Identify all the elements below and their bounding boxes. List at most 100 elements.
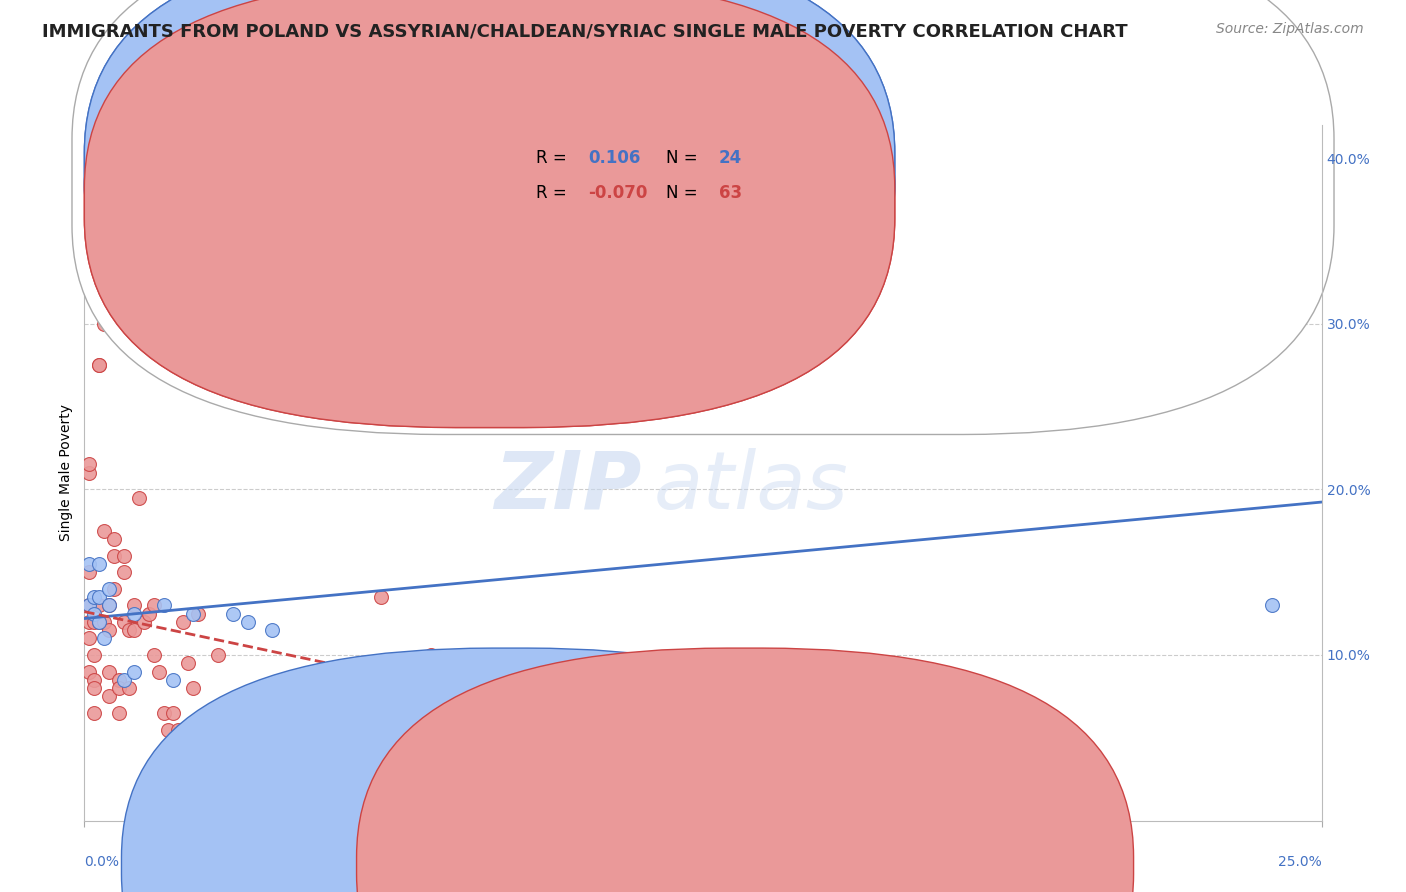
Point <box>83 607 105 621</box>
Point <box>157 723 180 737</box>
Point <box>177 657 200 671</box>
Point <box>83 673 105 687</box>
Text: R =: R = <box>536 184 572 202</box>
Point <box>79 599 101 613</box>
Point <box>181 607 204 621</box>
Point <box>112 673 135 687</box>
Point <box>122 623 145 637</box>
Point <box>89 590 111 604</box>
Point <box>1063 764 1085 778</box>
Point <box>89 358 111 372</box>
Point <box>79 565 101 579</box>
Text: R =: R = <box>536 149 572 168</box>
Point <box>222 756 245 770</box>
FancyBboxPatch shape <box>121 648 898 892</box>
Point <box>152 599 174 613</box>
Point <box>79 458 101 472</box>
Point <box>717 731 740 745</box>
Text: 25.0%: 25.0% <box>1278 855 1322 870</box>
Point <box>93 615 115 629</box>
Point <box>89 615 111 629</box>
Text: ZIP: ZIP <box>494 448 641 525</box>
Point <box>112 549 135 563</box>
Point <box>494 665 516 679</box>
Point <box>271 673 294 687</box>
FancyBboxPatch shape <box>84 0 894 392</box>
Point <box>89 615 111 629</box>
Text: Source: ZipAtlas.com: Source: ZipAtlas.com <box>1216 22 1364 37</box>
Point <box>207 648 229 662</box>
Point <box>222 607 245 621</box>
Point <box>152 706 174 720</box>
FancyBboxPatch shape <box>357 648 1133 892</box>
Point <box>98 599 121 613</box>
Y-axis label: Single Male Poverty: Single Male Poverty <box>59 404 73 541</box>
Point <box>122 599 145 613</box>
Point <box>890 386 912 401</box>
Point <box>271 747 294 762</box>
Point <box>89 557 111 571</box>
FancyBboxPatch shape <box>72 0 1334 434</box>
Text: -0.070: -0.070 <box>588 184 647 202</box>
Point <box>172 615 194 629</box>
Text: 0.0%: 0.0% <box>84 855 120 870</box>
Point <box>98 665 121 679</box>
FancyBboxPatch shape <box>84 0 894 427</box>
Point <box>122 665 145 679</box>
Text: N =: N = <box>666 149 703 168</box>
Point <box>132 615 155 629</box>
Point <box>79 665 101 679</box>
Point <box>103 532 125 546</box>
Point <box>103 549 125 563</box>
Text: 24: 24 <box>718 149 742 168</box>
Point <box>93 524 115 538</box>
Point <box>167 723 190 737</box>
Point <box>128 491 150 505</box>
Point <box>108 673 131 687</box>
Text: atlas: atlas <box>654 448 848 525</box>
Point <box>841 747 863 762</box>
Point <box>1261 599 1284 613</box>
Point <box>89 599 111 613</box>
Text: IMMIGRANTS FROM POLAND VS ASSYRIAN/CHALDEAN/SYRIAC SINGLE MALE POVERTY CORRELATI: IMMIGRANTS FROM POLAND VS ASSYRIAN/CHALD… <box>42 22 1128 40</box>
Text: Immigrants from Poland: Immigrants from Poland <box>536 858 720 872</box>
Point <box>79 557 101 571</box>
Point <box>246 747 269 762</box>
Point <box>83 590 105 604</box>
Point <box>108 706 131 720</box>
Point <box>83 615 105 629</box>
Point <box>142 648 165 662</box>
Point <box>197 723 219 737</box>
Point <box>262 698 284 712</box>
Text: N =: N = <box>666 184 703 202</box>
Point <box>112 615 135 629</box>
Point <box>162 673 184 687</box>
Point <box>108 681 131 695</box>
Point <box>321 731 343 745</box>
Point <box>83 681 105 695</box>
Text: 63: 63 <box>718 184 742 202</box>
Text: Assyrians/Chaldeans/Syriacs: Assyrians/Chaldeans/Syriacs <box>770 858 990 872</box>
Text: 0.106: 0.106 <box>588 149 640 168</box>
Point <box>98 582 121 596</box>
Point <box>93 317 115 331</box>
Point <box>236 615 259 629</box>
Point <box>232 723 254 737</box>
Point <box>83 706 105 720</box>
Point <box>118 681 141 695</box>
Point <box>89 358 111 372</box>
Point <box>103 582 125 596</box>
Point <box>79 599 101 613</box>
Point <box>98 623 121 637</box>
Point <box>79 632 101 646</box>
Point <box>79 615 101 629</box>
Point <box>83 648 105 662</box>
Point <box>187 607 209 621</box>
Point <box>122 607 145 621</box>
Point <box>370 590 392 604</box>
Point <box>262 623 284 637</box>
Point <box>148 665 170 679</box>
Point <box>142 599 165 613</box>
Point <box>98 599 121 613</box>
Point <box>346 342 368 356</box>
